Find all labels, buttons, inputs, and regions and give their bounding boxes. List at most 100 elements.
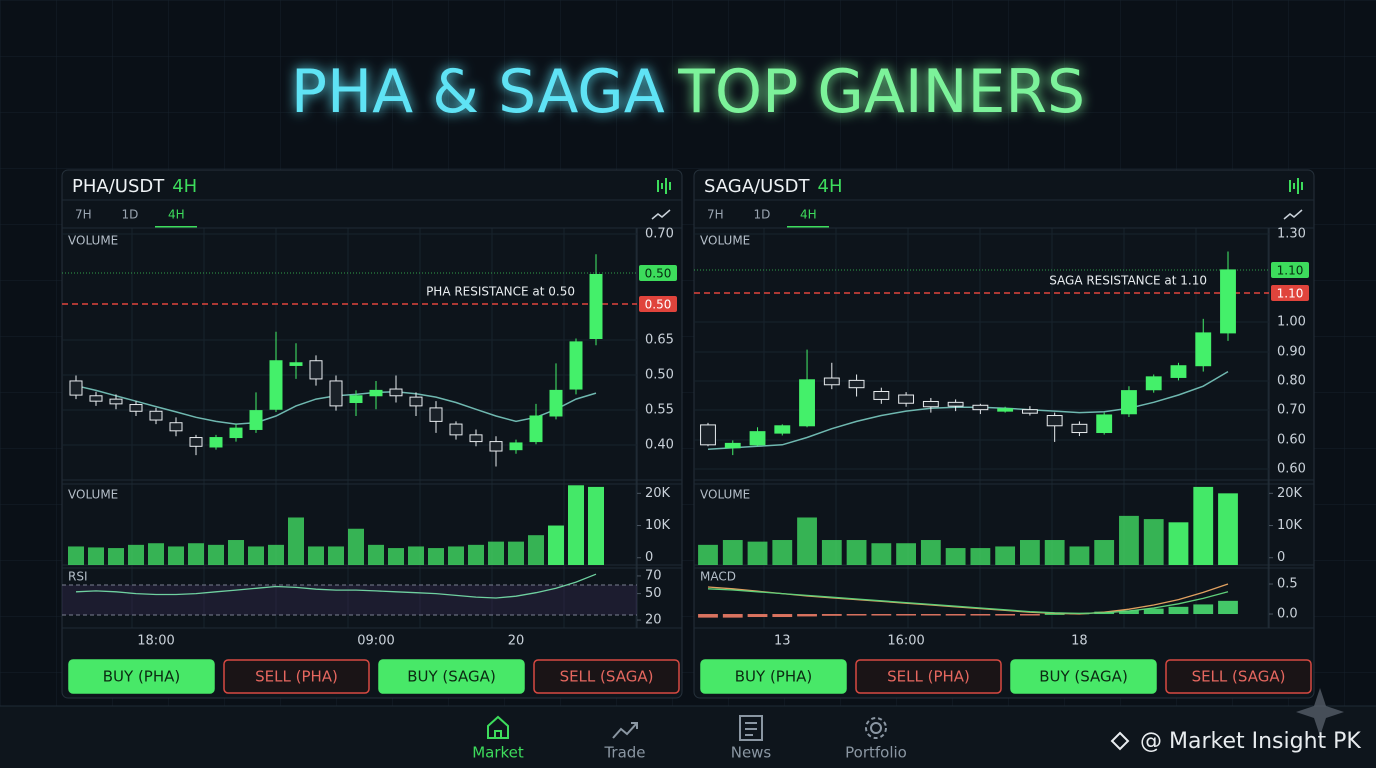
trade-button[interactable] — [700, 659, 847, 694]
volume-bar — [108, 548, 124, 565]
indicator-axis-label: 20 — [645, 613, 662, 628]
candle-body — [129, 404, 143, 412]
candle-body — [997, 408, 1014, 412]
tab[interactable]: 4H — [168, 208, 185, 222]
volume-bar — [248, 546, 264, 565]
tab[interactable]: 1D — [122, 208, 139, 222]
candle-body — [724, 442, 741, 449]
candle-body — [169, 422, 183, 432]
macd-bar — [747, 614, 768, 618]
candle-body — [1145, 376, 1162, 391]
icon-trade — [612, 722, 638, 739]
nav-item[interactable]: Trade — [603, 744, 645, 762]
timeframe: 4H — [818, 176, 843, 197]
price-axis-label: 0.55 — [645, 403, 674, 418]
candle-body — [249, 410, 263, 430]
candle-body — [569, 341, 583, 390]
x-axis-label: 13 — [774, 634, 791, 649]
trade-button-label[interactable]: SELL (PHA) — [887, 668, 970, 686]
volume-bar — [995, 546, 1016, 565]
depth-icon — [1289, 178, 1303, 194]
trade-button-label[interactable]: BUY (PHA) — [735, 668, 813, 686]
volume-bar — [1143, 519, 1164, 565]
nav: Market Trade News Portfolio — [472, 744, 907, 762]
macd-bar — [772, 614, 793, 618]
trade-button[interactable] — [68, 659, 215, 694]
trade-button[interactable] — [855, 659, 1002, 694]
volume-bar — [821, 540, 842, 565]
volume-bar — [970, 548, 991, 565]
nav-item[interactable]: News — [731, 744, 772, 762]
trade-button-label[interactable]: BUY (SAGA) — [407, 668, 496, 686]
volume-bar — [348, 528, 364, 565]
macd-bar — [1119, 610, 1139, 615]
macd-bar — [1168, 606, 1189, 615]
volume-bar — [328, 546, 344, 565]
price-axis-label: 0.40 — [645, 438, 674, 453]
trade-button-label[interactable]: BUY (SAGA) — [1039, 668, 1128, 686]
trade-button[interactable] — [378, 659, 525, 694]
volume-bar — [1119, 515, 1139, 565]
volume-bar — [508, 541, 524, 565]
candle-body — [489, 441, 503, 452]
trade-button[interactable] — [1165, 659, 1312, 694]
volume-bar — [468, 544, 484, 565]
indicator-axis-label: 0.5 — [1277, 577, 1298, 592]
candle-body — [972, 404, 989, 411]
x-axis-label: 09:00 — [357, 634, 394, 649]
volume-bar — [128, 544, 144, 565]
candle-body — [409, 396, 423, 407]
macd-bar — [945, 614, 966, 616]
tab[interactable]: 7H — [707, 208, 724, 222]
nav-item[interactable]: Market — [472, 744, 524, 762]
candle-body — [848, 379, 865, 389]
tab[interactable]: 4H — [800, 208, 817, 222]
volume-bar — [368, 544, 384, 565]
trade-button-label[interactable]: BUY (PHA) — [103, 668, 181, 686]
volume-bar — [548, 525, 564, 565]
trade-button[interactable] — [1010, 659, 1157, 694]
trade-button-label[interactable]: SELL (PHA) — [255, 668, 338, 686]
nav-icons — [487, 715, 887, 741]
price-badge — [639, 296, 677, 312]
candle-body — [89, 395, 103, 402]
macd-bar — [722, 614, 743, 618]
trade-button-label[interactable]: SELL (SAGA) — [560, 668, 654, 686]
panel — [693, 169, 1315, 699]
candle-body — [109, 398, 123, 405]
volume-bar — [388, 548, 404, 565]
candle-body — [823, 377, 840, 386]
volume-bar — [1218, 493, 1238, 565]
headline-a: PHA & SAGA — [291, 57, 665, 127]
trade-button[interactable] — [533, 659, 680, 694]
watermark: @ Market Insight PK — [1140, 729, 1361, 754]
candle-body — [149, 410, 163, 421]
tab[interactable]: 1D — [754, 208, 771, 222]
macd-bar — [995, 614, 1016, 616]
tab[interactable]: 7H — [75, 208, 92, 222]
pane-label: RSI — [68, 570, 88, 584]
macd-bar — [821, 614, 842, 616]
macd-bar — [846, 614, 867, 616]
volume-bar — [896, 543, 916, 565]
nav-item[interactable]: Portfolio — [845, 744, 907, 762]
indicator-axis-label: 70 — [645, 568, 662, 583]
candle-body — [329, 380, 343, 407]
macd-bar — [970, 614, 991, 616]
candle-body — [269, 360, 283, 410]
candle-body — [69, 380, 83, 396]
price-badge — [639, 265, 677, 281]
price-axis-label: 0.50 — [645, 368, 674, 383]
volume-bar — [208, 544, 224, 565]
candle-body — [309, 360, 323, 380]
price-axis-label: 0.90 — [1277, 345, 1306, 360]
rsi-line — [75, 573, 597, 599]
panel — [61, 169, 683, 699]
trade-button-label[interactable]: SELL (SAGA) — [1192, 668, 1286, 686]
trade-button[interactable] — [223, 659, 370, 694]
candle-body — [1195, 332, 1212, 367]
moving-average — [707, 370, 1229, 450]
volume-bar — [488, 541, 504, 565]
